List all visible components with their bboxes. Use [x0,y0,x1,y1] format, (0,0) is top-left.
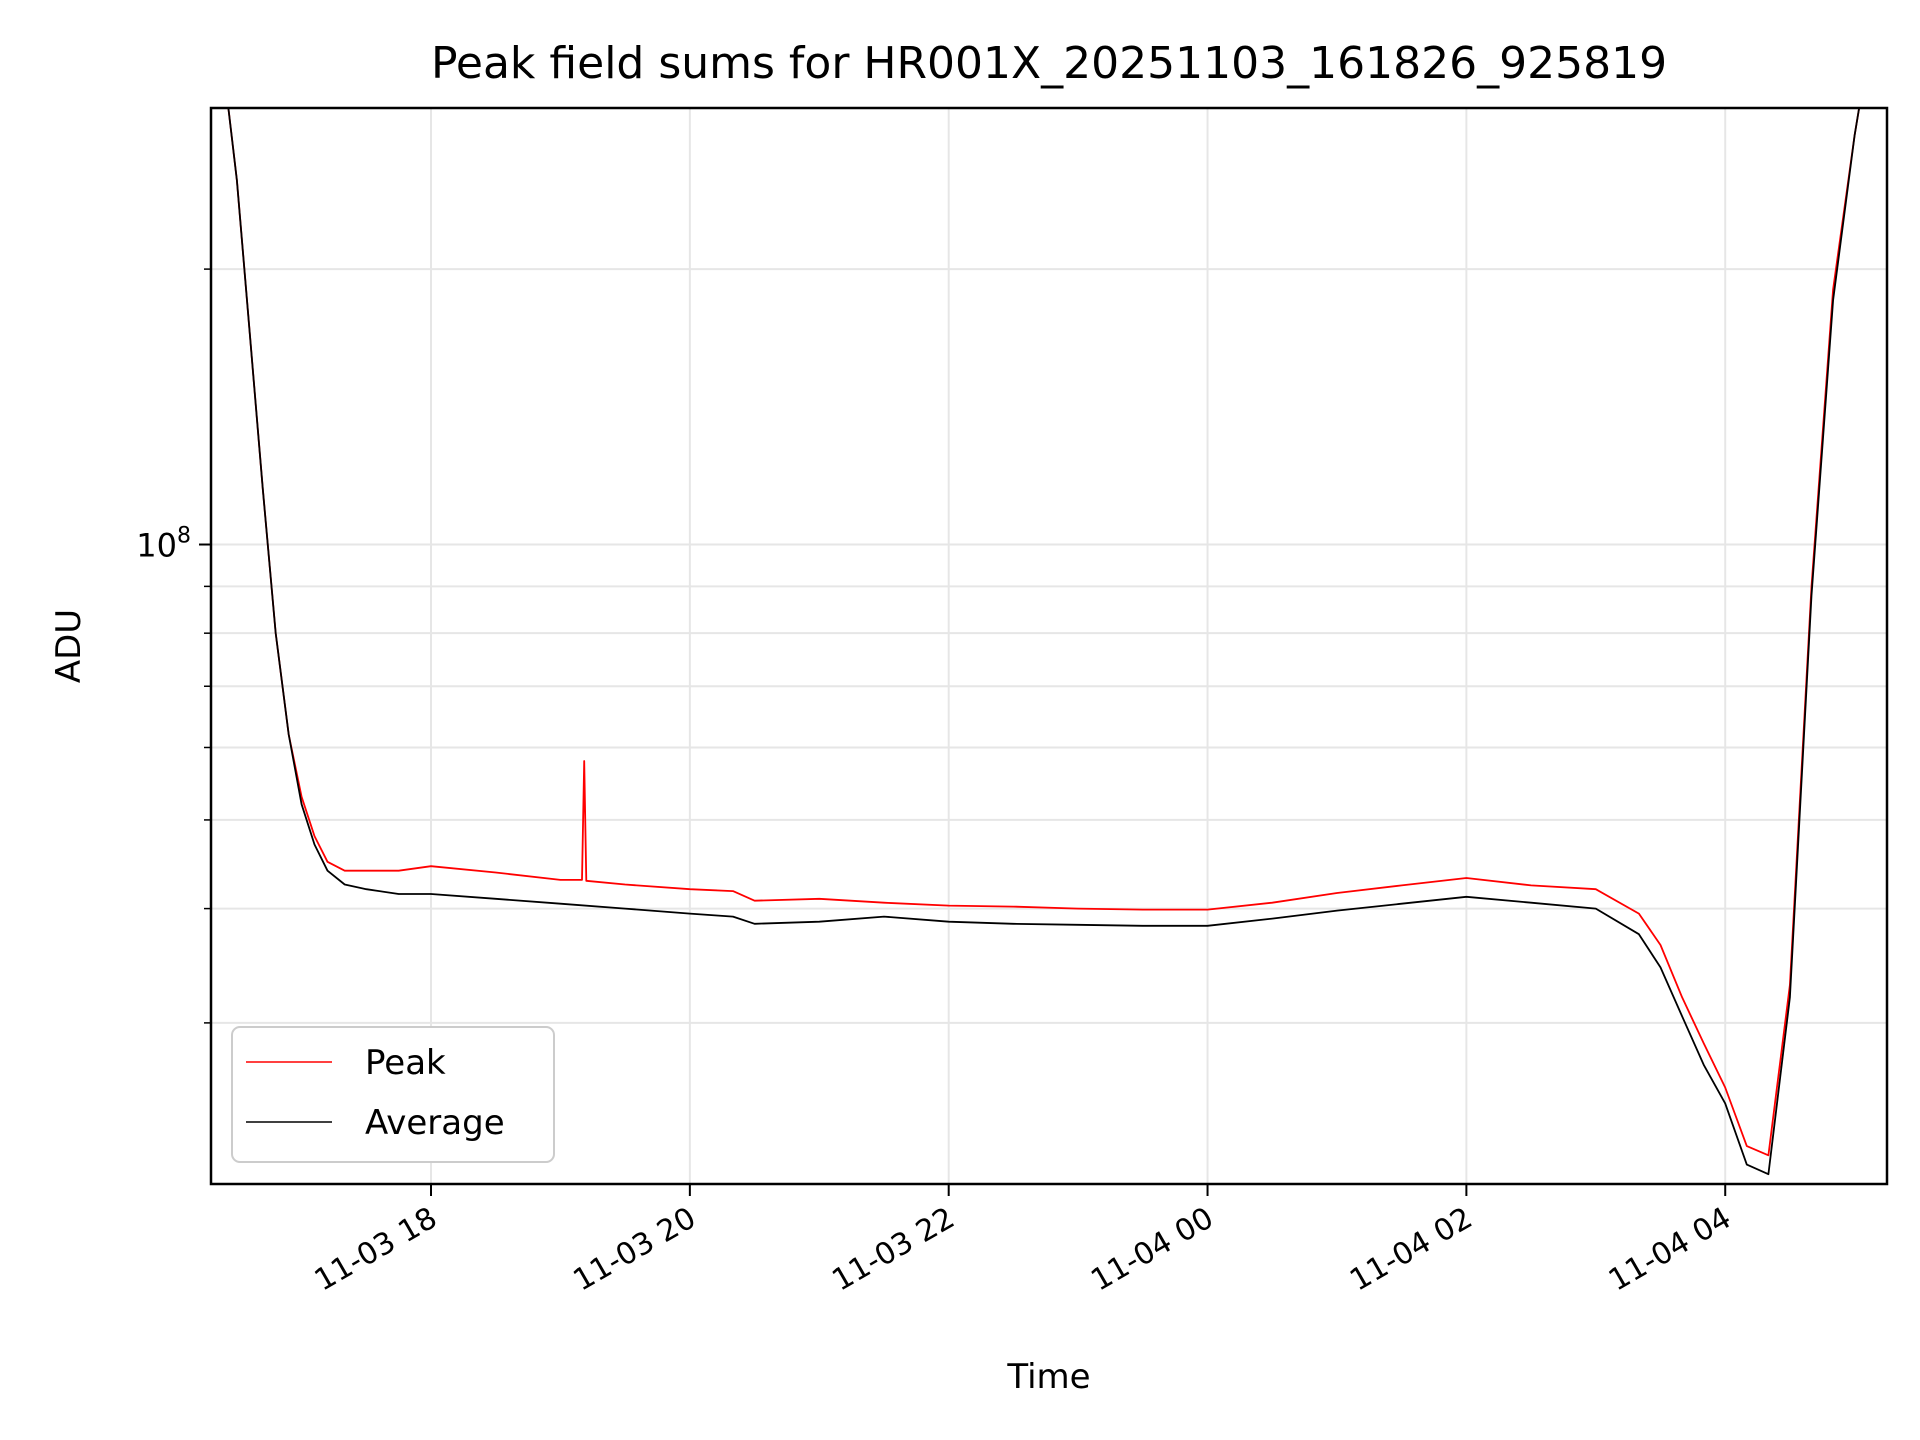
y-axis: 108 [136,268,211,1024]
legend: Peak Average [231,1026,555,1163]
legend-box [231,1026,555,1163]
legend-label-average: Average [365,1103,505,1143]
chart-title: Peak field sums for HR001X_20251103_1618… [431,38,1667,89]
series-line-peak [227,108,1861,1157]
y-axis-label: ADU [49,609,89,683]
series-line-average [227,108,1861,1176]
y-tick-label: 108 [136,524,191,565]
grid [211,108,1887,1184]
x-axis-label: Time [1006,1357,1090,1397]
plot-frame [209,106,1889,1186]
series-layer [227,108,1861,1176]
legend-label-peak: Peak [365,1043,446,1083]
